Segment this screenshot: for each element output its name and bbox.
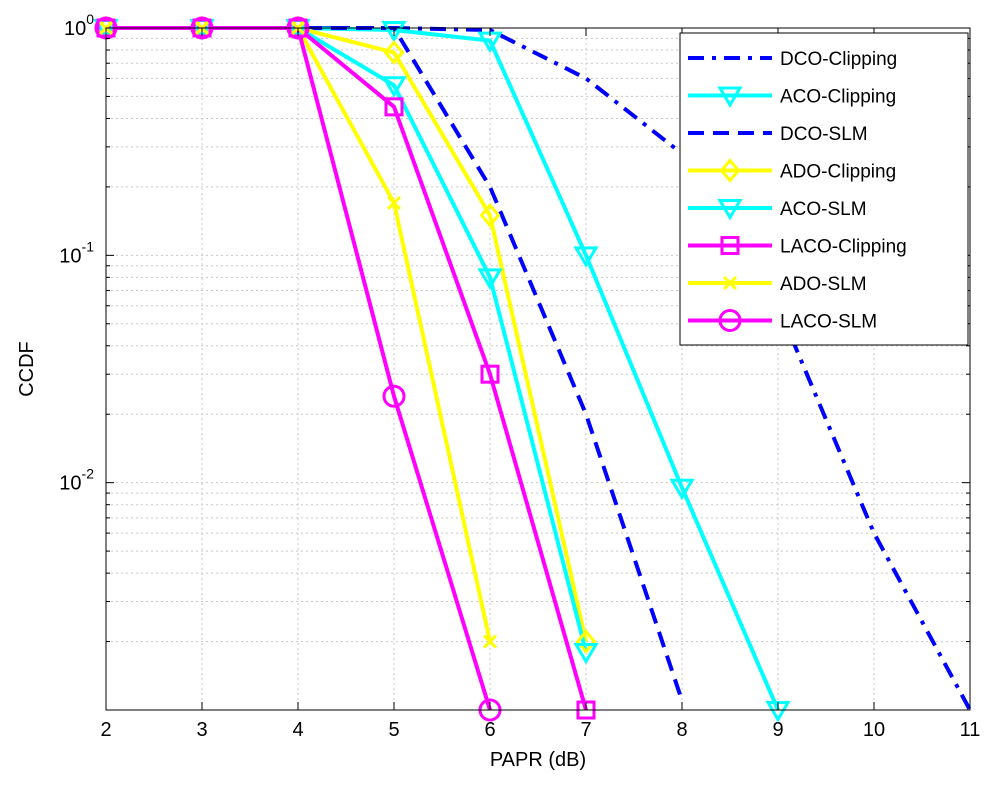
series-line-ado-clipping <box>106 26 588 643</box>
legend-label-aco-slm: ACO-SLM <box>780 199 867 220</box>
x-tick-label: 2 <box>100 719 111 741</box>
legend-marker-aco-slm <box>717 199 743 221</box>
x-axis-label: PAPR (dB) <box>490 749 586 771</box>
data-point-aco-clipping <box>573 246 599 268</box>
data-point-aco-clipping <box>669 478 695 501</box>
series-line-aco-slm <box>106 26 588 653</box>
x-tick-label: 11 <box>960 719 981 741</box>
x-tick-label: 4 <box>292 719 303 741</box>
y-tick-label: 10-2 <box>59 466 94 495</box>
y-axis-label: CCDF <box>16 341 38 397</box>
legend-label-ado-clipping: ADO-Clipping <box>780 162 896 183</box>
data-point-aco-clipping <box>381 20 407 43</box>
legend-marker-ado-slm <box>722 275 738 291</box>
data-point-laco-clipping <box>384 97 404 117</box>
x-tick-label: 7 <box>580 719 591 741</box>
legend-label-aco-clipping: ACO-Clipping <box>780 87 896 108</box>
legend-marker-aco-clipping <box>717 86 743 108</box>
data-point-aco-slm <box>573 642 599 665</box>
legend: DCO-Clipping ACO-Clipping DCO-SLM ADO-Clipp… <box>679 32 969 346</box>
legend-box <box>679 32 969 346</box>
legend-marker-laco-clipping <box>720 236 740 255</box>
legend-marker-laco-slm <box>718 309 742 332</box>
x-tick-label: 8 <box>676 719 687 741</box>
y-tick-label: 10-1 <box>59 238 94 267</box>
data-point-aco-slm <box>381 76 407 98</box>
x-tick-label: 10 <box>863 719 885 741</box>
data-point-laco-slm <box>382 384 406 408</box>
data-point-ado-clipping <box>383 40 405 65</box>
x-tick-label: 6 <box>484 719 495 741</box>
data-point-ado-slm <box>386 195 402 211</box>
legend-label-laco-slm: LACO-SLM <box>780 312 877 333</box>
legend-label-dco-slm: DCO-SLM <box>780 124 868 145</box>
legend-label-ado-slm: ADO-SLM <box>780 274 867 295</box>
data-point-ado-clipping <box>575 629 597 654</box>
x-tick-label: 3 <box>196 719 207 741</box>
data-point-aco-slm <box>477 268 503 290</box>
marker-stroke <box>482 634 498 649</box>
x-tick-label: 9 <box>772 719 783 741</box>
y-tick-label: 100 <box>64 11 94 40</box>
legend-marker-ado-clipping <box>719 158 741 183</box>
legend-label-laco-clipping: LACO-Clipping <box>780 237 907 258</box>
data-point-ado-slm <box>482 634 498 649</box>
data-point-laco-clipping <box>480 364 500 384</box>
marker-stroke <box>722 275 738 291</box>
legend-label-dco-clipping: DCO-Clipping <box>780 49 897 70</box>
data-point-ado-clipping <box>479 202 501 228</box>
plot-frame <box>105 27 971 711</box>
marker-stroke <box>386 195 402 211</box>
x-tick-label: 5 <box>388 719 399 741</box>
